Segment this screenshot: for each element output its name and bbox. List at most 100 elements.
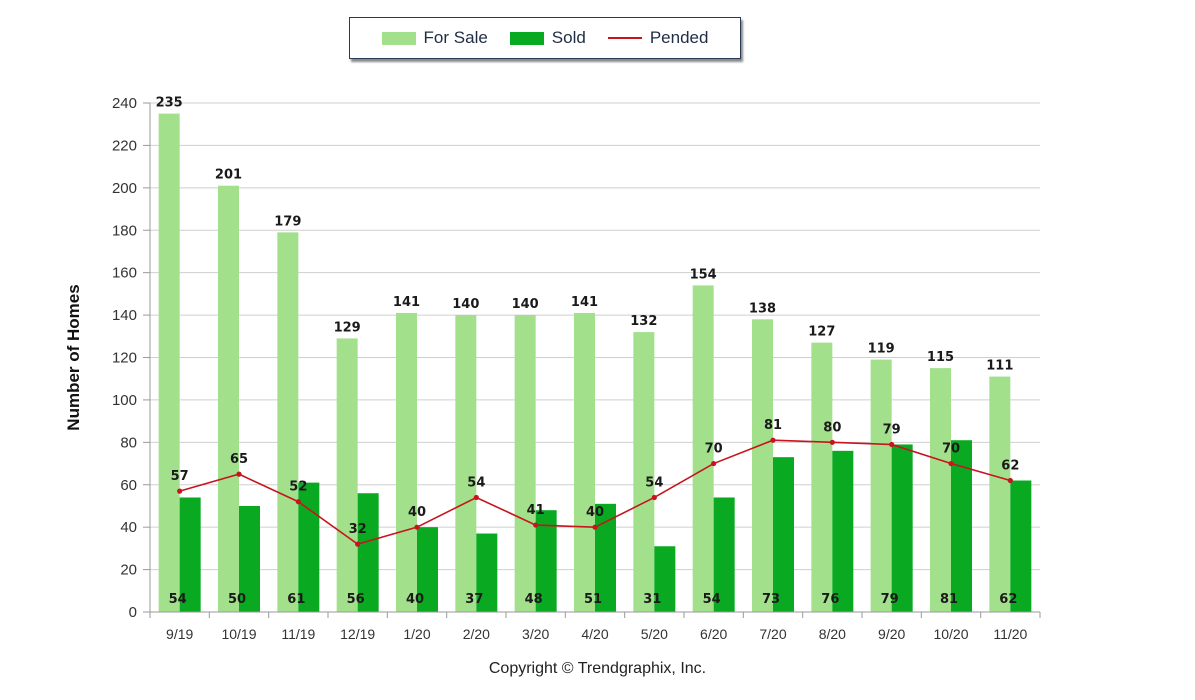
data-label-sold: 40 <box>406 592 424 607</box>
bar-sold <box>654 546 676 612</box>
legend-swatch <box>607 37 642 39</box>
bar-sold <box>476 533 498 612</box>
bar-for-sale <box>633 332 655 612</box>
legend-item-sold: Sold <box>509 28 586 48</box>
pended-point <box>948 460 954 467</box>
x-tick-label: 9/20 <box>878 626 905 642</box>
bar-sold <box>535 510 557 612</box>
data-label-sold: 62 <box>999 592 1017 607</box>
bar-for-sale <box>752 319 773 612</box>
bar-sold <box>1010 480 1032 612</box>
pended-point <box>533 522 539 528</box>
data-label-sold: 81 <box>940 592 958 607</box>
y-tick-label: 140 <box>112 307 137 324</box>
pended-point <box>236 471 242 477</box>
y-tick-label: 100 <box>112 392 137 409</box>
data-label-pended: 40 <box>586 505 604 520</box>
data-label-sold: 37 <box>465 592 483 607</box>
data-label-for-sale: 111 <box>986 359 1013 374</box>
bar-sold <box>891 444 913 612</box>
data-label-pended: 65 <box>230 452 248 467</box>
bar-for-sale <box>218 185 239 612</box>
data-label-sold: 54 <box>169 592 187 607</box>
pended-point <box>414 524 420 530</box>
bar-for-sale <box>870 359 892 612</box>
y-tick-label: 220 <box>112 137 137 154</box>
bar-for-sale <box>336 338 358 612</box>
data-label-for-sale: 115 <box>927 350 954 365</box>
pended-point <box>889 441 895 448</box>
x-tick-label: 11/19 <box>281 626 315 642</box>
bar-sold <box>951 440 972 612</box>
bar-for-sale <box>277 232 299 612</box>
bar-sold <box>595 503 616 612</box>
data-label-pended: 57 <box>171 469 189 484</box>
bar-for-sale <box>574 312 595 612</box>
pended-point <box>1007 477 1013 484</box>
y-tick-label: 240 <box>112 95 137 112</box>
data-label-pended: 41 <box>527 503 545 518</box>
data-label-sold: 50 <box>228 592 246 607</box>
bar-sold <box>298 482 320 612</box>
data-label-pended: 79 <box>883 422 901 437</box>
bar-sold <box>773 457 794 612</box>
y-tick-label: 160 <box>112 265 137 282</box>
y-tick-label: 60 <box>120 477 137 494</box>
data-label-pended: 62 <box>1001 459 1019 474</box>
bar-sold <box>713 497 735 612</box>
bar-sold <box>832 450 854 612</box>
x-tick-label: 9/19 <box>166 626 193 642</box>
data-label-sold: 51 <box>584 592 602 607</box>
data-label-for-sale: 132 <box>630 314 657 329</box>
legend-label: Pended <box>649 28 709 47</box>
data-label-pended: 54 <box>467 475 485 490</box>
x-tick-label: 1/20 <box>403 626 430 642</box>
y-tick-label: 120 <box>112 350 137 367</box>
data-label-pended: 70 <box>705 442 723 457</box>
data-label-for-sale: 179 <box>274 214 301 229</box>
data-label-sold: 54 <box>703 592 721 607</box>
x-tick-label: 6/20 <box>700 626 727 642</box>
y-tick-label: 0 <box>129 604 137 621</box>
bar-sold <box>357 493 379 612</box>
bar-for-sale <box>692 285 714 612</box>
pended-point <box>829 439 835 445</box>
pended-point <box>473 494 479 501</box>
data-label-pended: 52 <box>289 480 307 495</box>
x-tick-label: 4/20 <box>581 626 608 642</box>
pended-point <box>711 460 717 467</box>
data-label-pended: 32 <box>349 522 367 537</box>
x-tick-label: 12/19 <box>340 626 375 642</box>
data-label-pended: 40 <box>408 505 426 520</box>
x-tick-label: 10/19 <box>221 626 256 642</box>
pended-point <box>355 541 361 547</box>
x-tick-label: 11/20 <box>993 626 1027 642</box>
data-label-pended: 80 <box>823 420 841 435</box>
data-label-pended: 70 <box>942 442 960 457</box>
bar-for-sale <box>989 376 1011 612</box>
y-tick-label: 20 <box>120 562 137 579</box>
legend-label: For Sale <box>423 28 488 47</box>
pended-point <box>770 437 776 443</box>
y-tick-label: 180 <box>112 222 137 239</box>
legend-swatch <box>509 31 544 45</box>
data-label-for-sale: 201 <box>215 168 242 183</box>
pended-point <box>651 494 657 501</box>
y-axis-title: Number of Homes <box>64 284 83 430</box>
bar-for-sale <box>930 368 951 612</box>
legend-swatch <box>381 31 416 45</box>
data-label-sold: 31 <box>643 592 661 607</box>
data-label-for-sale: 138 <box>749 301 776 316</box>
bar-for-sale <box>811 342 833 612</box>
y-tick-label: 80 <box>120 434 137 451</box>
chart: 0 20 40 60 80 100 120 140 160 180 200 220 240 Number … <box>64 95 1041 642</box>
x-tick-label: 3/20 <box>522 626 549 642</box>
data-label-pended: 54 <box>645 475 663 490</box>
pended-point <box>295 499 301 505</box>
data-label-sold: 56 <box>347 592 365 607</box>
y-tick-label: 200 <box>112 180 137 197</box>
data-label-sold: 79 <box>881 592 899 607</box>
bar-sold <box>179 497 201 612</box>
x-tick-label: 8/20 <box>819 626 846 642</box>
legend-label: Sold <box>551 28 586 47</box>
